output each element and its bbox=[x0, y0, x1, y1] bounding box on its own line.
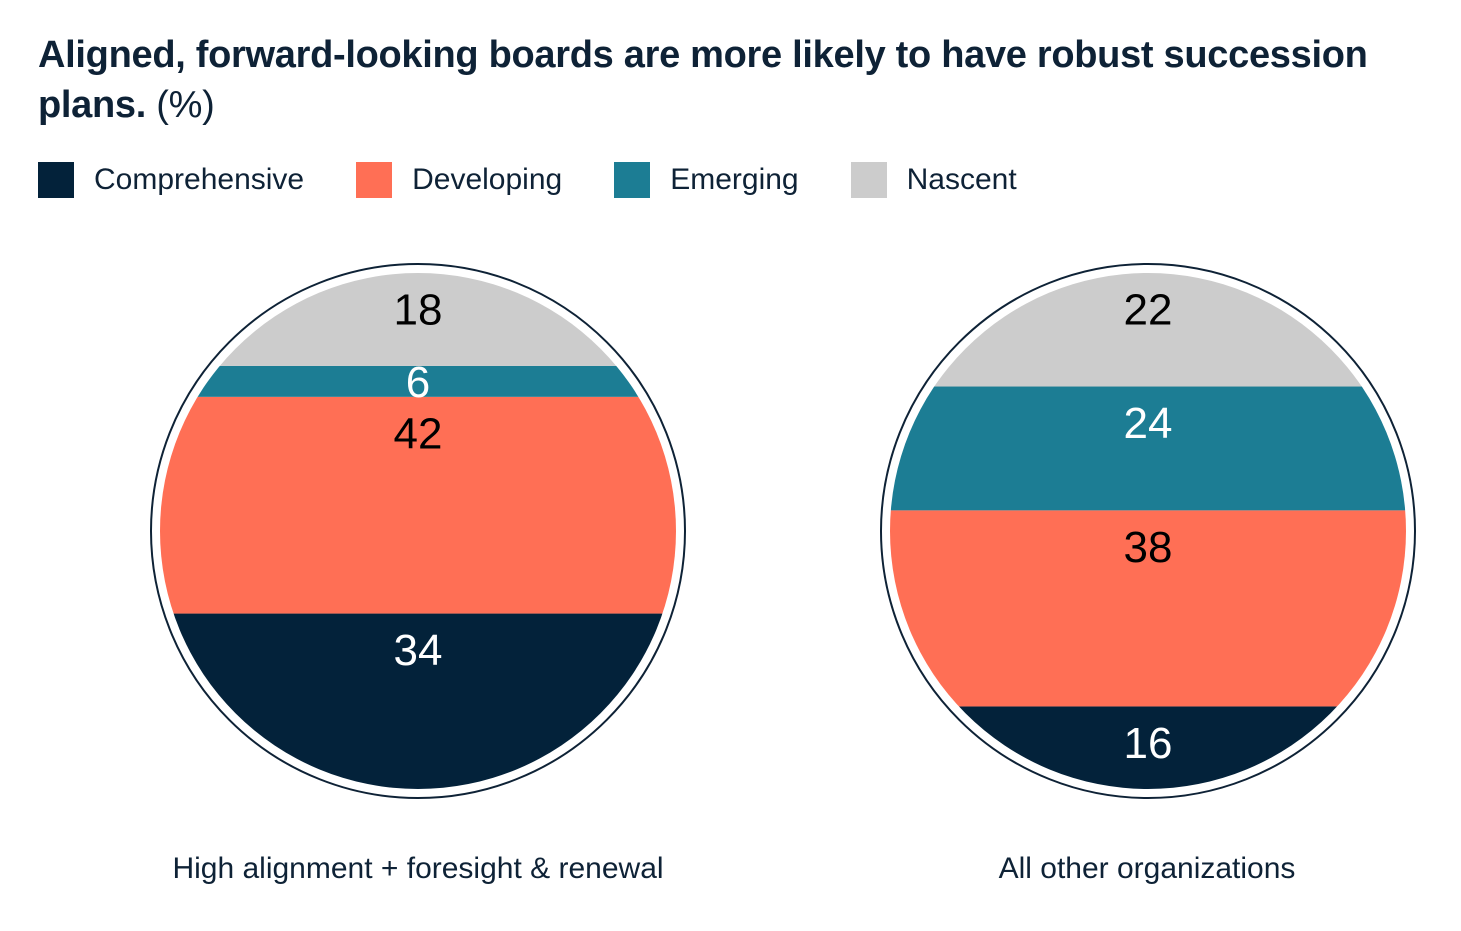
legend-item-nascent: Nascent bbox=[850, 162, 1017, 198]
legend-label-comprehensive: Comprehensive bbox=[94, 163, 305, 196]
band-all-other-organizations-emerging bbox=[890, 386, 1406, 511]
chart-title-unit: (%) bbox=[156, 84, 215, 126]
data-label-all-other-organizations-emerging: 24 bbox=[1124, 399, 1173, 448]
legend-swatch-emerging bbox=[614, 162, 651, 198]
legend-label-developing: Developing bbox=[412, 163, 563, 196]
pie-caption-high-alignment: High alignment + foresight & renewal bbox=[172, 852, 664, 885]
data-label-high-alignment-foresight-renewal-developing: 42 bbox=[394, 409, 443, 458]
data-label-all-other-organizations-nascent: 22 bbox=[1124, 286, 1173, 335]
data-label-all-other-organizations-comprehensive: 16 bbox=[1124, 719, 1173, 768]
data-label-high-alignment-foresight-renewal-nascent: 18 bbox=[394, 286, 443, 335]
data-label-all-other-organizations-developing: 38 bbox=[1124, 523, 1173, 572]
legend-label-emerging: Emerging bbox=[670, 163, 799, 196]
pie-outline-high-alignment-foresight-renewal bbox=[150, 263, 686, 799]
band-high-alignment-foresight-renewal-developing bbox=[160, 396, 676, 614]
band-all-other-organizations-developing bbox=[890, 510, 1406, 707]
pie-caption-all-other: All other organizations bbox=[998, 852, 1296, 885]
legend-item-emerging: Emerging bbox=[614, 162, 799, 198]
pie-outline-all-other-organizations bbox=[880, 263, 1416, 799]
data-label-high-alignment-foresight-renewal-comprehensive: 34 bbox=[394, 626, 443, 675]
legend-swatch-comprehensive bbox=[38, 162, 74, 198]
chart-title-text: Aligned, forward-looking boards are more… bbox=[38, 34, 1368, 126]
band-high-alignment-foresight-renewal-emerging bbox=[160, 365, 676, 397]
chart-title: Aligned, forward-looking boards are more… bbox=[38, 30, 1368, 130]
pie-high-alignment-foresight-renewal bbox=[160, 273, 676, 789]
data-label-high-alignment-foresight-renewal-emerging: 6 bbox=[406, 358, 430, 407]
legend-item-comprehensive: Comprehensive bbox=[38, 162, 304, 198]
legend-swatch-developing bbox=[356, 162, 393, 198]
legend-swatch-nascent bbox=[850, 162, 887, 198]
legend-label-nascent: Nascent bbox=[906, 163, 1017, 196]
legend-item-developing: Developing bbox=[356, 162, 562, 198]
legend: Comprehensive Developing Emerging Nascen… bbox=[38, 160, 1069, 200]
